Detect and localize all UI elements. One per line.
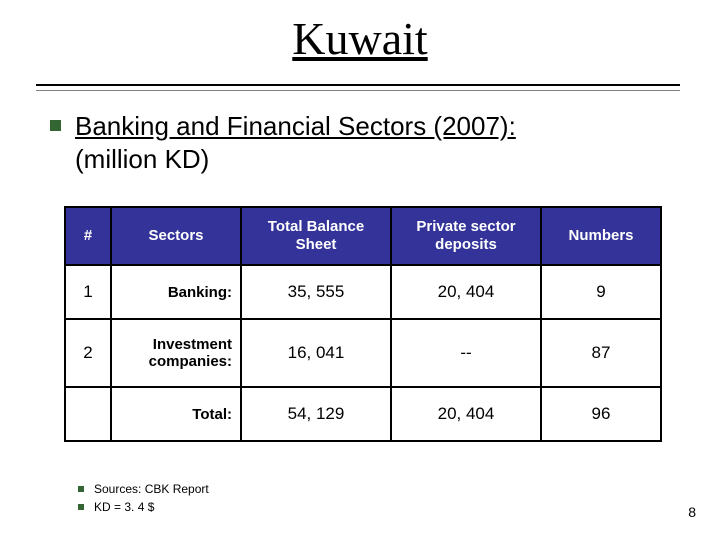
- subtitle-row: Banking and Financial Sectors (2007): (m…: [50, 110, 516, 175]
- th-sectors: Sectors: [111, 207, 241, 265]
- th-numbers: Numbers: [541, 207, 661, 265]
- cell-balance: 35, 555: [241, 265, 391, 319]
- cell-deposits: 20, 404: [391, 387, 541, 441]
- slide: Kuwait Banking and Financial Sectors (20…: [0, 0, 720, 540]
- cell-deposits: 20, 404: [391, 265, 541, 319]
- table-row: 2 Investment companies: 16, 041 -- 87: [65, 319, 661, 387]
- square-bullet-icon: [50, 120, 61, 131]
- cell-sector: Total:: [111, 387, 241, 441]
- cell-num: 2: [65, 319, 111, 387]
- table-header-row: # Sectors Total Balance Sheet Private se…: [65, 207, 661, 265]
- table-row: 1 Banking: 35, 555 20, 404 9: [65, 265, 661, 319]
- data-table-wrap: # Sectors Total Balance Sheet Private se…: [64, 206, 660, 442]
- table-row: Total: 54, 129 20, 404 96: [65, 387, 661, 441]
- cell-balance: 54, 129: [241, 387, 391, 441]
- cell-count: 87: [541, 319, 661, 387]
- th-deposits: Private sector deposits: [391, 207, 541, 265]
- square-bullet-icon: [78, 504, 84, 510]
- cell-num: 1: [65, 265, 111, 319]
- th-balance: Total Balance Sheet: [241, 207, 391, 265]
- data-table: # Sectors Total Balance Sheet Private se…: [64, 206, 662, 442]
- page-number: 8: [688, 504, 696, 520]
- footnote: KD = 3. 4 $: [78, 498, 209, 516]
- square-bullet-icon: [78, 486, 84, 492]
- cell-deposits: --: [391, 319, 541, 387]
- cell-count: 96: [541, 387, 661, 441]
- cell-count: 9: [541, 265, 661, 319]
- th-num: #: [65, 207, 111, 265]
- subtitle: Banking and Financial Sectors (2007): (m…: [75, 110, 516, 175]
- title-wrap: Kuwait: [0, 0, 720, 65]
- cell-num: [65, 387, 111, 441]
- cell-sector: Banking:: [111, 265, 241, 319]
- subtitle-plain: (million KD): [75, 144, 209, 174]
- footnote: Sources: CBK Report: [78, 480, 209, 498]
- page-title: Kuwait: [292, 12, 427, 65]
- footnote-text: KD = 3. 4 $: [94, 498, 154, 516]
- cell-balance: 16, 041: [241, 319, 391, 387]
- title-rule-shadow: [36, 90, 680, 91]
- footnotes: Sources: CBK Report KD = 3. 4 $: [78, 480, 209, 516]
- cell-sector: Investment companies:: [111, 319, 241, 387]
- footnote-text: Sources: CBK Report: [94, 480, 209, 498]
- subtitle-underlined: Banking and Financial Sectors (2007):: [75, 111, 516, 141]
- title-rule-main: [36, 84, 680, 86]
